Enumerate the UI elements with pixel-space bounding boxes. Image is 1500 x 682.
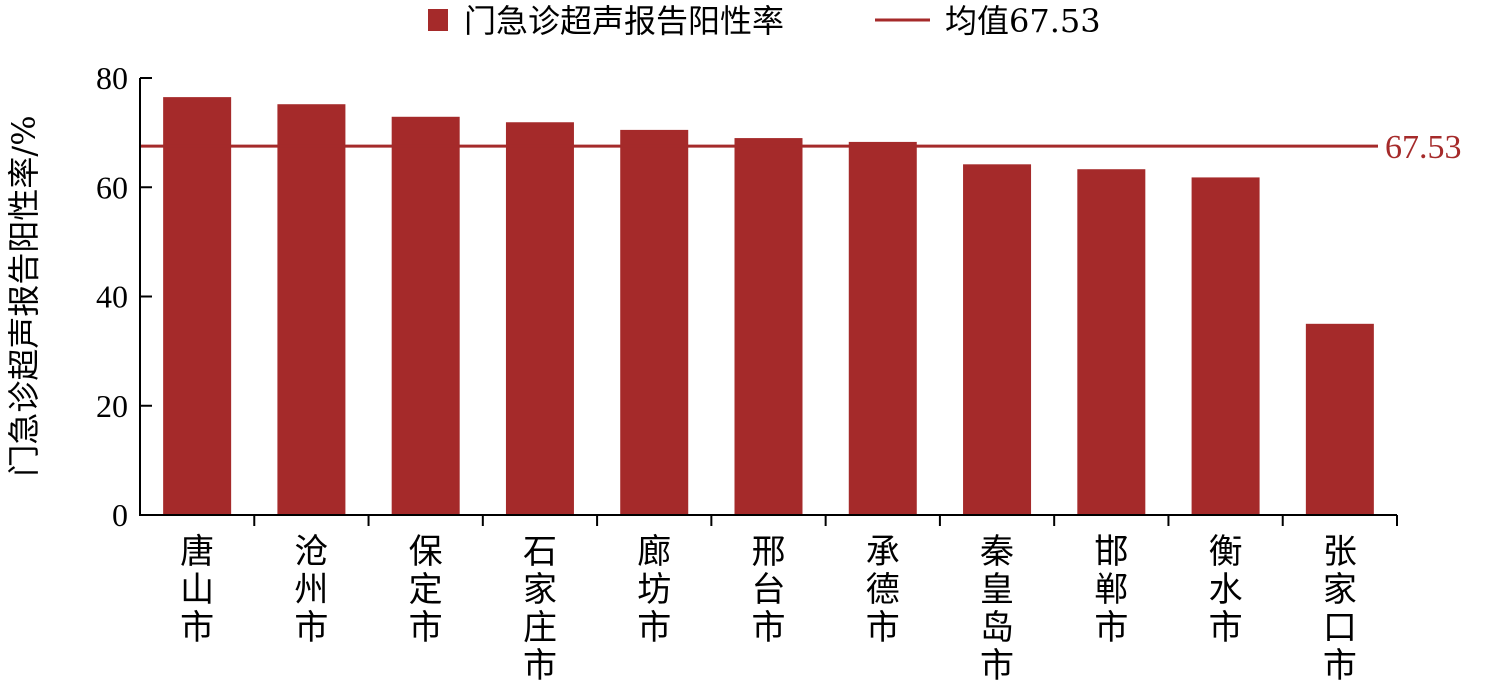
- y-tick-label-60: 60: [96, 169, 128, 205]
- y-tick-label-80: 80: [96, 60, 128, 96]
- bar-5: [620, 129, 689, 515]
- y-tick-label-20: 20: [96, 388, 128, 424]
- plot-area: 67.53 0 20 40 60 80 唐山市 沧州市 保定市 石家庄市 廊坊市 邢台市 承德市 秦皇岛市…: [96, 60, 1462, 682]
- bar-7: [848, 141, 917, 515]
- bar-6: [734, 138, 803, 515]
- bar-11: [1305, 323, 1374, 515]
- bar-3: [391, 116, 460, 515]
- x-category-label-1: 唐山市: [180, 532, 214, 648]
- x-category-label-9: 邯郸市: [1094, 532, 1128, 648]
- x-category-label-5: 廊坊市: [637, 532, 671, 648]
- y-tick-label-40: 40: [96, 279, 128, 315]
- legend: 门急诊超声报告阳性率 均值67.53: [428, 2, 1101, 40]
- bar-10: [1191, 177, 1260, 516]
- legend-bar-swatch: [428, 9, 448, 31]
- y-tick-label-0: 0: [112, 497, 128, 533]
- x-category-label-8: 秦皇岛市: [980, 532, 1014, 682]
- x-category-label-6: 邢台市: [752, 532, 786, 648]
- x-category-label-11: 张家口市: [1323, 532, 1357, 682]
- bar-8: [963, 164, 1032, 515]
- x-category-label-3: 保定市: [409, 532, 443, 648]
- mean-line-label: 67.53: [1385, 129, 1462, 166]
- x-category-label-7: 承德市: [866, 532, 900, 648]
- bar-1: [163, 97, 232, 516]
- x-category-label-10: 衡水市: [1209, 532, 1243, 648]
- x-category-label-2: 沧州市: [294, 532, 328, 648]
- bar-4: [505, 122, 574, 515]
- legend-bar-label: 门急诊超声报告阳性率: [464, 2, 784, 40]
- bar-2: [277, 104, 346, 515]
- bar-9: [1077, 169, 1146, 515]
- x-category-label-4: 石家庄市: [523, 532, 557, 682]
- y-axis-title: 门急诊超声报告阳性率/%: [5, 115, 43, 476]
- legend-mean-label: 均值67.53: [945, 2, 1101, 40]
